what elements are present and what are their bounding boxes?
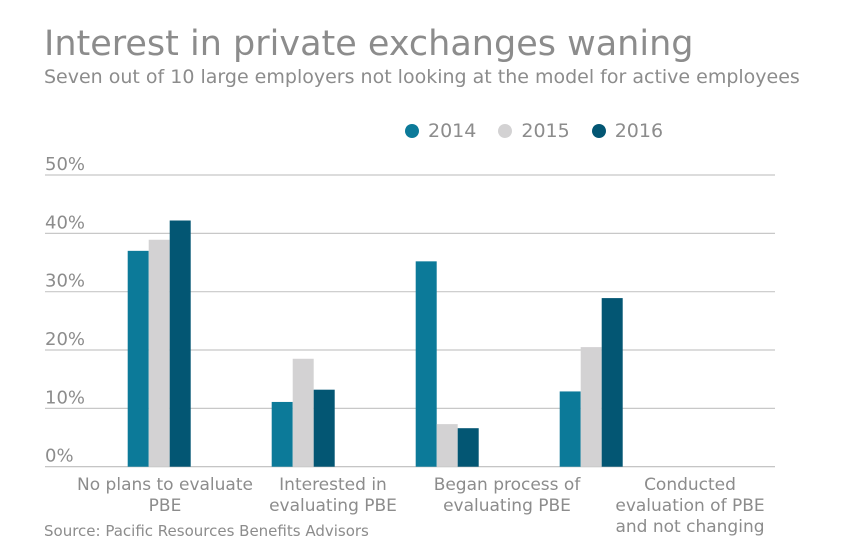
bar-2015-1 [292,358,314,467]
y-tick-label: 30% [45,271,85,292]
y-tick-label: 50% [45,154,85,175]
chart-title: Interest in private exchanges waning [44,24,694,64]
legend-swatch-2014 [405,124,419,138]
legend-swatch-2016 [591,124,606,138]
bar-2015-2 [436,424,458,467]
x-category-label: Conducted evaluation of PBE and not changi… [615,475,764,537]
x-category-label: No plans to evaluate PBE [77,475,253,516]
x-category-label: Interested in evaluating PBE [269,475,397,516]
legend-item-2016: 2016 [591,120,664,142]
bar-2015-0 [148,239,170,467]
y-tick-label: 20% [45,329,85,350]
legend-label: 2016 [614,120,664,142]
legend: 2014 2015 2016 [405,120,663,142]
legend-label: 2014 [428,120,477,142]
x-category-label: Began process of evaluating PBE [434,475,582,516]
bar-2014-2 [415,261,437,467]
bar-2014-0 [127,250,149,467]
y-tick-label: 40% [45,212,85,233]
legend-label: 2015 [521,120,570,142]
y-tick-label: 0% [45,446,74,467]
y-tick-label: 10% [45,387,85,408]
bar-2016-2 [457,428,479,467]
legend-swatch-2015 [498,124,513,138]
bar-2014-1 [271,401,293,467]
bar-2016-3 [601,298,623,467]
source-note: Source: Pacific Resources Benefits Advis… [44,522,369,540]
legend-item-2015: 2015 [498,120,570,142]
bar-2015-3 [580,347,602,467]
legend-item-2014: 2014 [405,120,476,142]
bar-2016-1 [313,389,335,467]
bar-2016-0 [169,220,191,467]
bar-2014-3 [559,391,581,467]
chart-subtitle: Seven out of 10 large employers not look… [44,66,800,88]
